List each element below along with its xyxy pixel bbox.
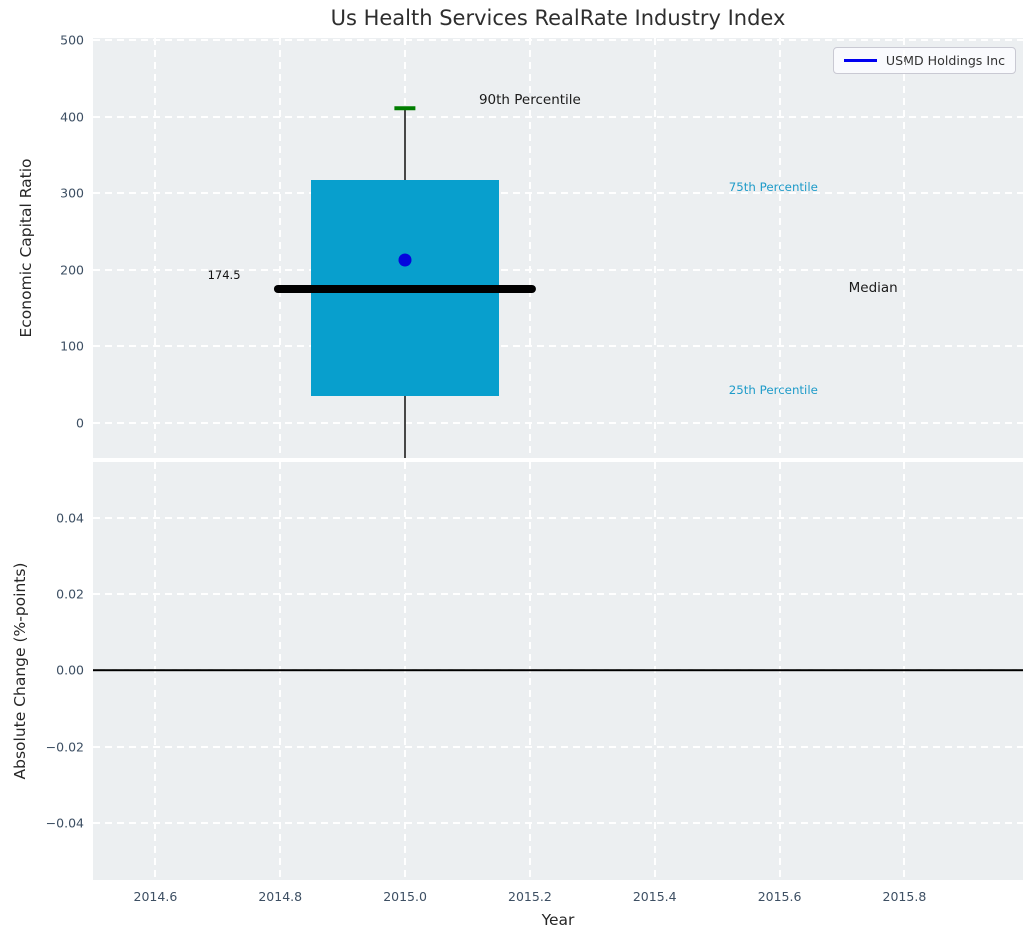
y-tick-label: 300 bbox=[60, 185, 84, 201]
v-gridline bbox=[653, 38, 656, 458]
x-tick-label: 2014.6 bbox=[133, 889, 178, 904]
annotation: 174.5 bbox=[207, 268, 241, 283]
x-tick-label: 2015.0 bbox=[383, 889, 427, 904]
y-tick-label: −0.02 bbox=[45, 739, 84, 755]
annotation: 25th Percentile bbox=[728, 382, 818, 397]
legend-line-sample bbox=[843, 59, 877, 62]
h-gridline bbox=[93, 345, 1023, 348]
y-tick-label: −0.04 bbox=[45, 815, 84, 831]
v-gridline bbox=[903, 38, 906, 458]
capital-ratio-plot-area: USMD Holdings Inc 90th Percentile 75th Pe… bbox=[93, 38, 1023, 458]
h-gridline bbox=[93, 39, 1023, 42]
x-tick-label: 2015.2 bbox=[508, 889, 552, 904]
h-gridline bbox=[93, 516, 1023, 519]
x-axis-label: Year bbox=[541, 911, 575, 929]
h-gridline bbox=[93, 268, 1023, 271]
h-gridline bbox=[93, 192, 1023, 195]
annotation: 75th Percentile bbox=[728, 180, 818, 195]
y-tick-label: 0.02 bbox=[56, 586, 84, 602]
h-gridline bbox=[93, 115, 1023, 118]
absolute-change-plot-area bbox=[93, 462, 1023, 880]
company-point bbox=[398, 253, 412, 267]
x-tick-label: 2014.8 bbox=[258, 889, 303, 904]
zero-reference-line bbox=[93, 669, 1023, 672]
annotation: Median bbox=[848, 280, 898, 297]
v-gridline bbox=[279, 38, 282, 458]
y-tick-label: 100 bbox=[60, 338, 84, 354]
median-line bbox=[274, 285, 537, 294]
y-tick-label: 400 bbox=[60, 109, 84, 125]
v-gridline bbox=[778, 38, 781, 458]
chart-title: Us Health Services RealRate Industry Ind… bbox=[330, 6, 786, 30]
y-tick-label: 200 bbox=[60, 262, 84, 278]
y-tick-label: 0.00 bbox=[56, 662, 84, 678]
h-gridline bbox=[93, 421, 1023, 424]
v-gridline bbox=[154, 38, 157, 458]
annotation: 90th Percentile bbox=[478, 91, 581, 108]
x-tick-label: 2015.4 bbox=[632, 889, 677, 904]
y-tick-label: 500 bbox=[60, 32, 84, 48]
h-gridline bbox=[93, 745, 1023, 748]
legend: USMD Holdings Inc bbox=[832, 47, 1016, 74]
whisker-cap-90th bbox=[394, 106, 416, 111]
y-tick-label: 0.04 bbox=[56, 510, 84, 526]
legend-label: USMD Holdings Inc bbox=[885, 53, 1005, 68]
y-tick-label: 0 bbox=[76, 415, 84, 431]
x-tick-label: 2015.6 bbox=[757, 889, 802, 904]
h-gridline bbox=[93, 822, 1023, 825]
v-gridline bbox=[528, 38, 531, 458]
h-gridline bbox=[93, 593, 1023, 596]
x-tick-label: 2015.8 bbox=[882, 889, 927, 904]
